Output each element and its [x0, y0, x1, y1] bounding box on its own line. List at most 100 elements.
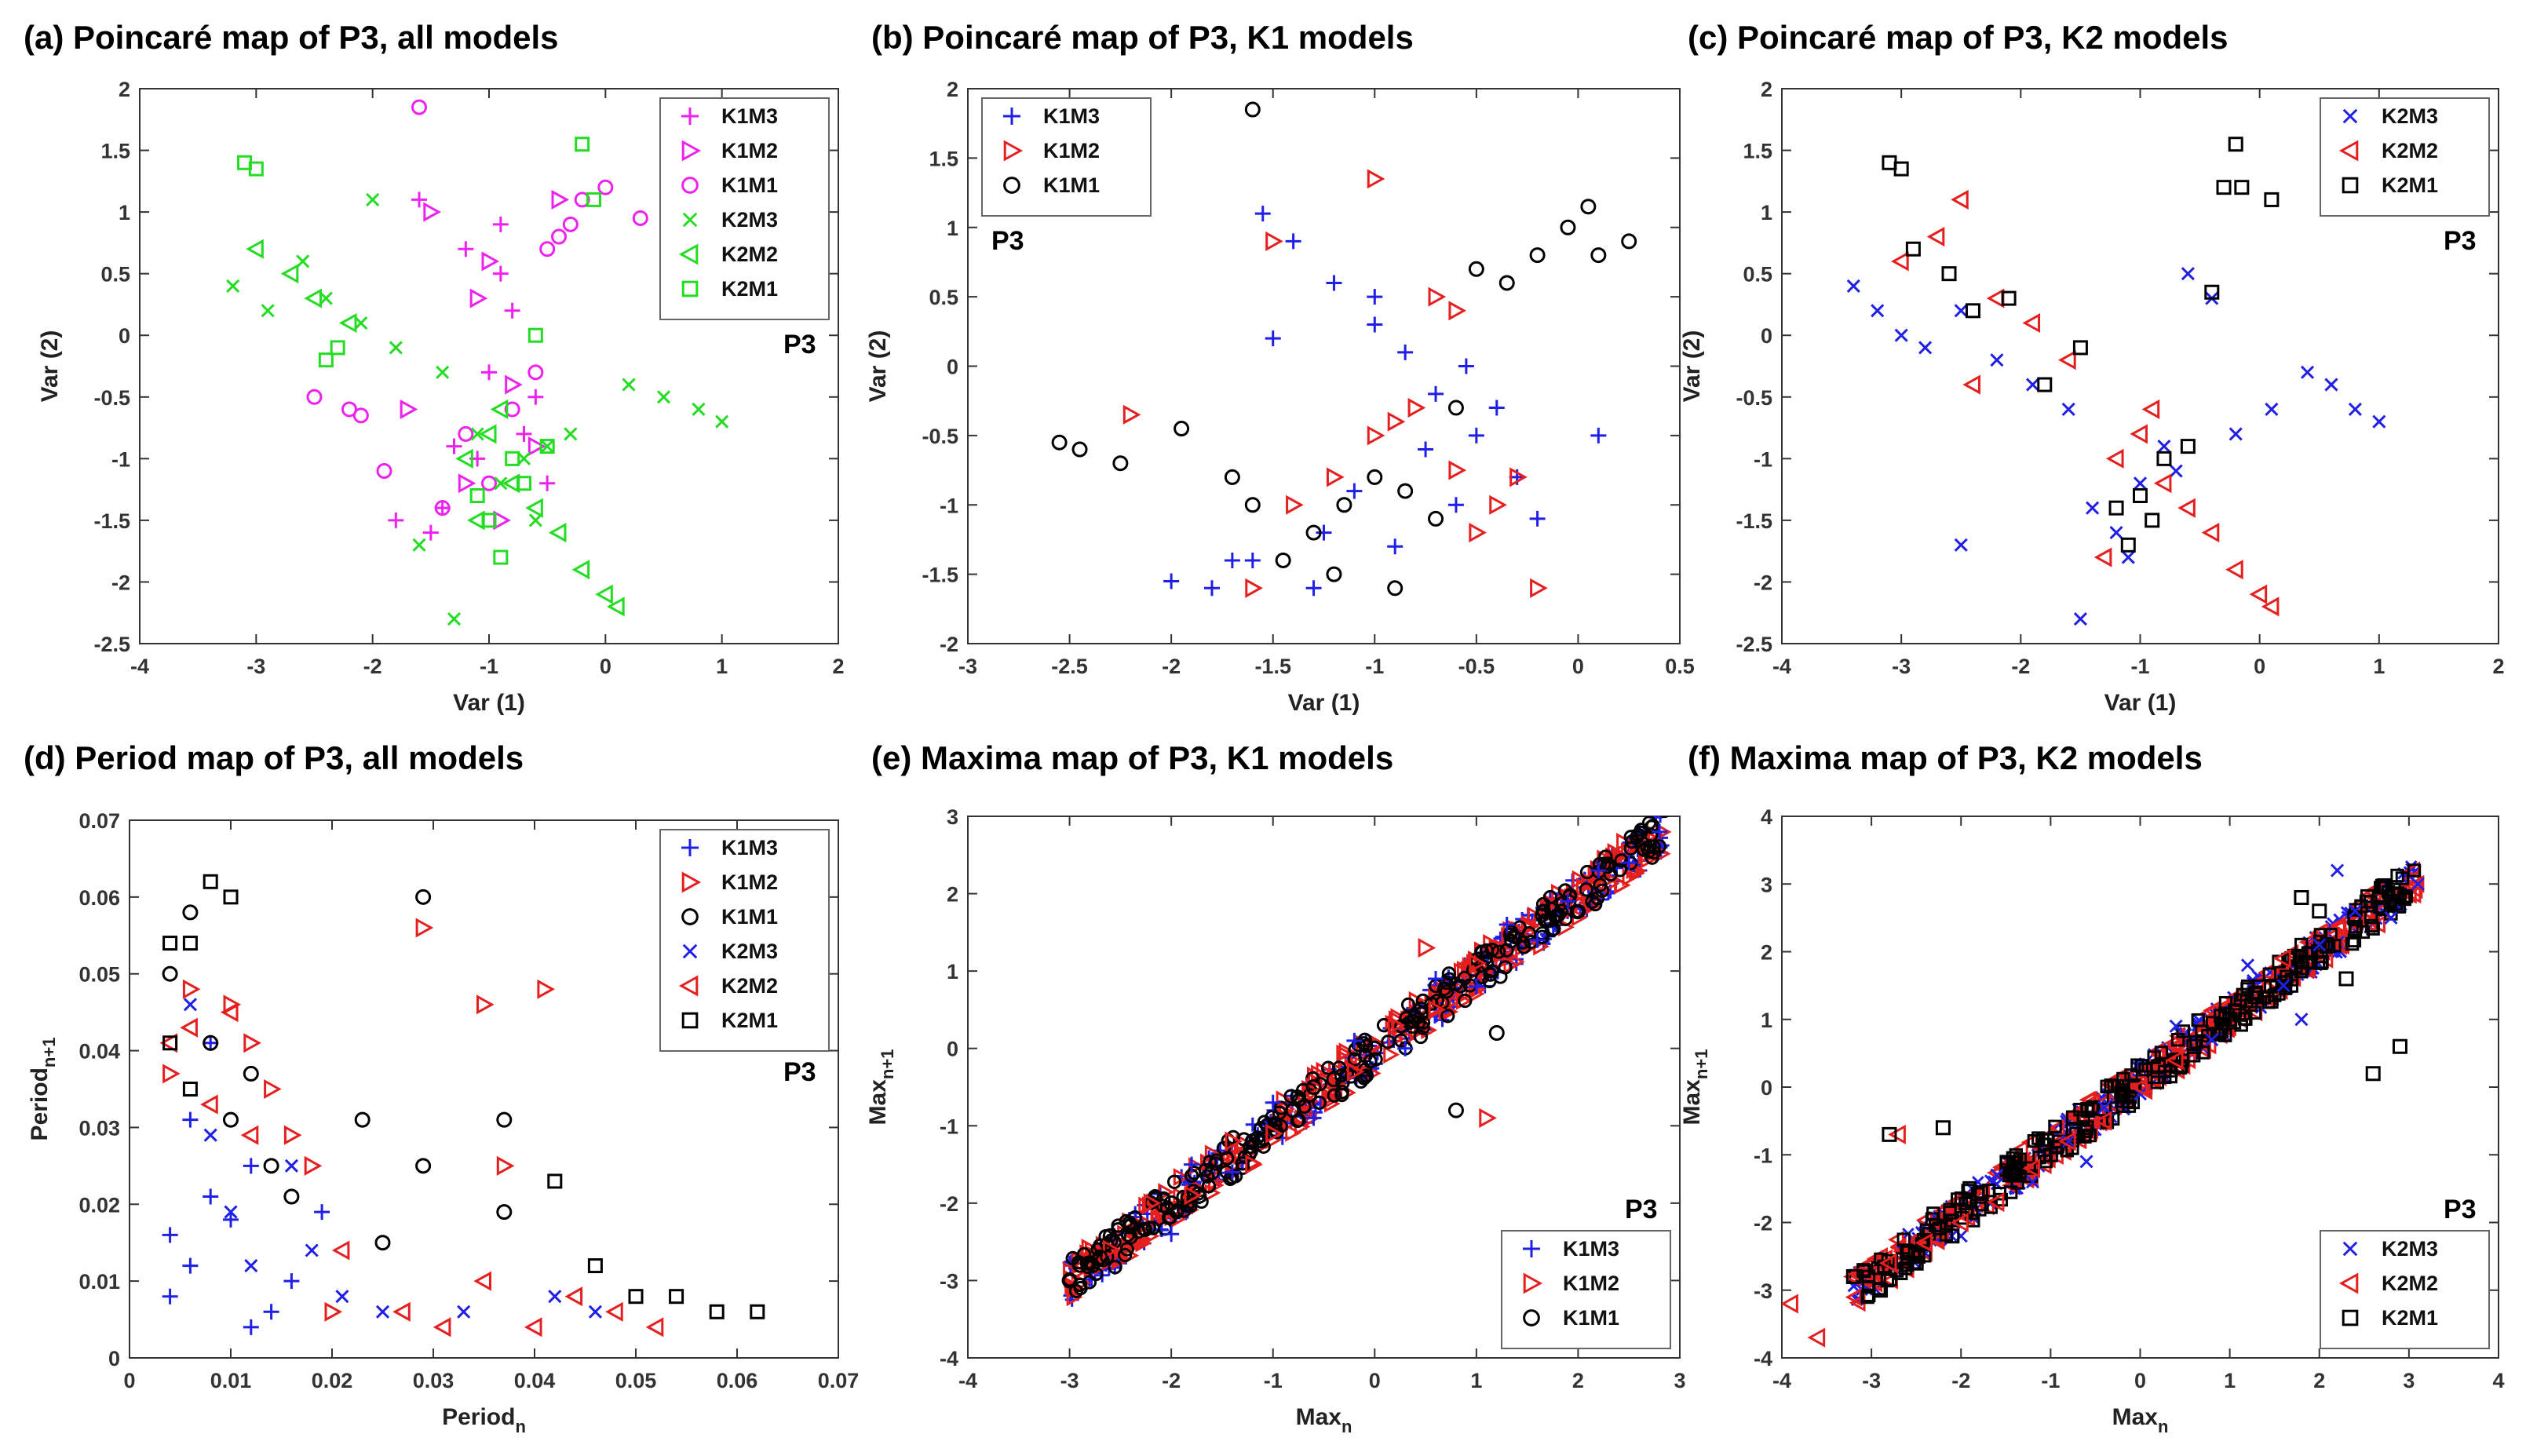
series-point-K2M2: [1915, 1232, 1933, 1253]
legend-marker-K2M3: [682, 943, 698, 959]
plot-area: [159, 874, 765, 1337]
series-point-K2M2: [331, 1240, 350, 1261]
series-point-K1M1: [1491, 944, 1506, 959]
series-point-K1M3: [1397, 1040, 1414, 1056]
series-point-K1M1: [1397, 483, 1414, 499]
x-tick-label: 1: [2373, 655, 2385, 678]
series-point-K2M3: [203, 1128, 217, 1142]
series-point-K2M1: [248, 161, 264, 177]
series-point-K2M1: [1908, 1255, 1924, 1271]
y-tick-label: 0.5: [100, 263, 130, 286]
series-point-K2M1: [1941, 266, 1957, 282]
series-point-K2M3: [366, 192, 380, 206]
series-point-K1M1: [597, 179, 614, 195]
series-point-K2M1: [669, 1289, 684, 1305]
series-point-K2M3: [1954, 304, 1968, 318]
x-tick-label: -3: [1060, 1369, 1079, 1392]
y-tick-label: -1.5: [922, 564, 958, 587]
series-point-K2M2: [2166, 1049, 2184, 1071]
legend-marker-K1M1: [681, 177, 699, 194]
series-point-K2M1: [2392, 1038, 2407, 1054]
series-point-K2M3: [2181, 267, 2195, 281]
legend-label: K1M1: [721, 173, 778, 197]
series-point-K1M2: [423, 202, 441, 222]
series-point-K1M3: [1346, 483, 1363, 499]
series-point-K2M2: [548, 523, 567, 543]
series-point-K2M3: [224, 1205, 238, 1219]
series-point-K2M3: [1954, 1229, 1968, 1243]
legend-label: K1M3: [1043, 104, 1100, 128]
x-axis-label-main: Max: [1296, 1404, 1342, 1430]
x-axis-label-sub: n: [2158, 1417, 2168, 1436]
series-point-K2M3: [1871, 304, 1885, 318]
series-point-K2M1: [203, 874, 218, 889]
x-tick-label: 0.02: [312, 1369, 353, 1392]
series-point-K2M1: [2013, 1152, 2028, 1166]
series-point-K1M1: [1498, 275, 1515, 291]
y-tick-label: 0: [119, 324, 130, 348]
series-point-K2M1: [1944, 1228, 1960, 1244]
series-point-K2M1: [2272, 987, 2286, 1001]
series-point-K2M3: [2205, 1033, 2219, 1047]
series-point-K2M2: [571, 560, 590, 580]
series-point-K2M3: [2061, 402, 2075, 417]
y-tick-label: 0.05: [78, 963, 120, 987]
series-point-K1M3: [516, 425, 532, 442]
series-point-K2M1: [2247, 990, 2262, 1005]
x-axis-label-sub: n: [1341, 1417, 1352, 1436]
series-point-K1M1: [1400, 997, 1416, 1013]
series-point-K2M1: [1873, 1283, 1889, 1298]
y-tick-label: 2: [1761, 941, 1772, 965]
series-point-K1M1: [182, 904, 199, 921]
x-tick-label: -3: [958, 655, 977, 678]
series-point-K1M1: [1112, 455, 1129, 472]
series-point-K1M1: [1630, 827, 1645, 842]
x-tick-label: 0.04: [514, 1369, 556, 1392]
y-tick-label: 2: [119, 78, 130, 101]
series-point-K1M1: [1590, 247, 1607, 264]
series-point-K1M1: [306, 389, 323, 405]
series-point-K1M3: [314, 1204, 330, 1221]
series-point-K2M1: [493, 549, 509, 565]
series-point-K2M2: [392, 1301, 411, 1322]
series-point-K1M1: [354, 1111, 371, 1128]
axes-frame: [967, 816, 1681, 1359]
series-point-K1M3: [388, 512, 404, 528]
series-point-K2M2: [2177, 498, 2196, 518]
x-axis-label-sub: n: [515, 1417, 525, 1436]
series-point-K1M2: [162, 1064, 181, 1084]
y-tick-label: -2: [111, 571, 130, 594]
series-point-K1M3: [1184, 1156, 1200, 1173]
series-point-K1M3: [1397, 344, 1414, 360]
series-point-K1M2: [1346, 1061, 1365, 1082]
series-point-K1M1: [243, 1065, 259, 1082]
y-tick-label: 0.07: [78, 809, 120, 833]
series-point-K1M1: [1560, 219, 1576, 235]
series-point-K1M1: [415, 889, 432, 905]
series-point-K2M2: [2058, 1131, 2076, 1151]
series-point-K2M1: [527, 327, 543, 343]
series-point-K2M3: [1990, 1168, 2004, 1182]
series-point-K2M1: [2204, 284, 2220, 300]
series-point-K2M2: [1962, 374, 1980, 395]
series-point-K2M2: [455, 448, 473, 469]
legend-marker-K1M2: [681, 871, 702, 893]
panel-title: (d) Period map of P3, all models: [24, 739, 524, 776]
series-point-K2M2: [2153, 473, 2172, 494]
series-point-K1M1: [562, 216, 579, 232]
series-point-K1M1: [1441, 966, 1457, 981]
series-point-K2M2: [2166, 1038, 2183, 1056]
series-point-K2M3: [296, 254, 310, 268]
series-point-K2M3: [2157, 440, 2171, 454]
series-point-K1M2: [1265, 231, 1283, 251]
series-point-K1M3: [1653, 816, 1668, 823]
series-point-K1M2: [264, 1078, 282, 1100]
series-point-K1M1: [1336, 497, 1352, 513]
series-point-K2M2: [200, 1094, 218, 1115]
series-point-K1M1: [1199, 1169, 1215, 1184]
series-point-K2M3: [389, 341, 403, 355]
series-point-K2M3: [540, 440, 554, 454]
y-tick-label: -0.5: [1736, 386, 1772, 410]
series-point-K1M1: [1405, 1019, 1420, 1035]
x-tick-label: -1.5: [1254, 655, 1291, 678]
